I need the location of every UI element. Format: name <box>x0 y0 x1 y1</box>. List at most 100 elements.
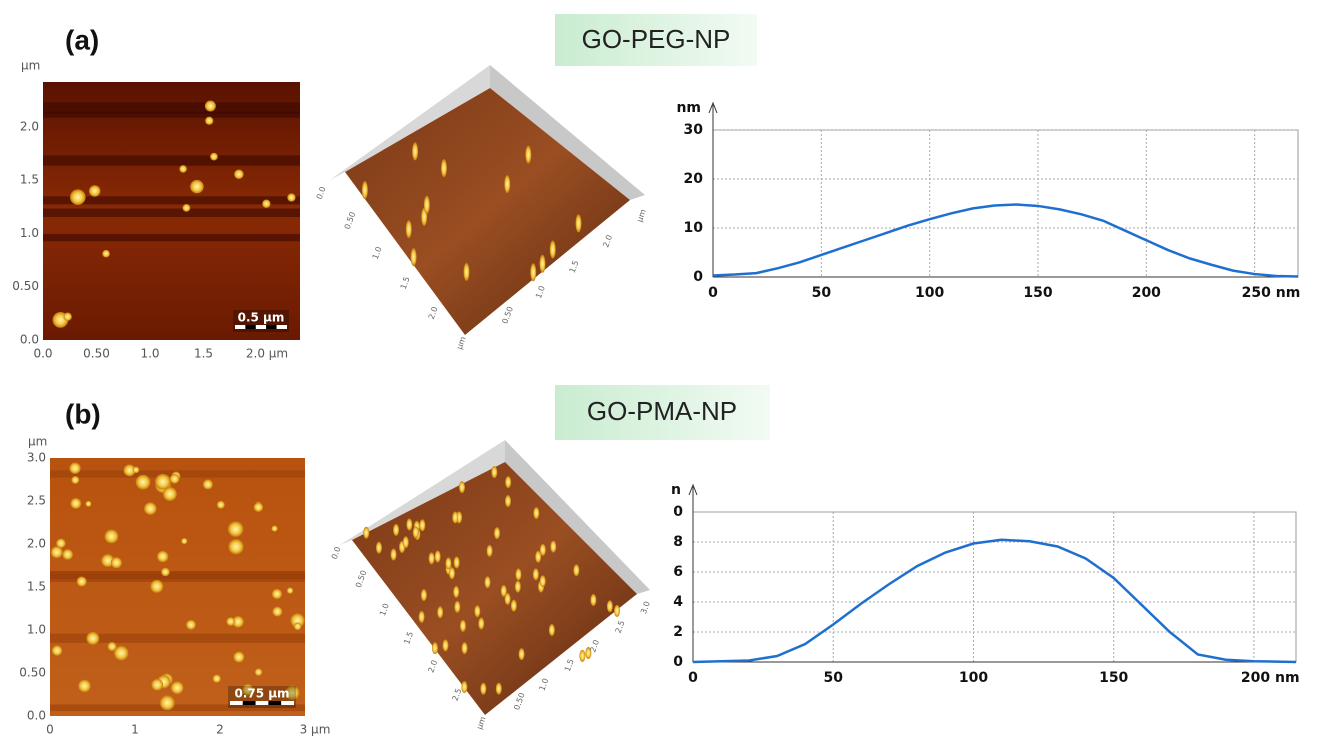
scale-bar-seg <box>256 701 269 705</box>
surface-peak <box>525 146 531 164</box>
surface-peak <box>590 594 596 606</box>
y-tick-label: 3.0 <box>27 451 46 465</box>
surface-peak <box>406 220 412 238</box>
y-tick-label: 1.0 <box>20 226 39 240</box>
x-tick-label: 200 <box>1132 285 1161 301</box>
scale-bar-seg <box>256 325 266 329</box>
figure: (a) (b) GO-PEG-NP GO-PMA-NP µm0.00.501.0… <box>0 0 1320 740</box>
surface-tick: 3.0 <box>639 600 652 615</box>
image-unit: µm <box>21 59 40 73</box>
surface-peak <box>437 606 443 618</box>
afm-particle <box>63 313 71 321</box>
scale-bar-label: 0.5 µm <box>238 311 285 325</box>
y-tick-label: 0 <box>673 654 683 670</box>
surface-peak <box>460 620 466 632</box>
surface-tick: 1.0 <box>534 285 547 300</box>
y-tick-label: 2.5 <box>27 494 46 508</box>
afm-particle <box>205 117 213 125</box>
surface-tick: 2.0 <box>601 234 614 249</box>
x-tick-label: 50 <box>823 670 843 686</box>
afm-particle <box>86 632 99 645</box>
afm-particle <box>210 153 218 161</box>
afm-particle <box>52 645 63 656</box>
scale-bar-seg <box>235 325 245 329</box>
y-tick-label: 0.0 <box>20 333 39 347</box>
x-tick-label: 150 <box>1099 670 1128 686</box>
afm-particle <box>213 675 221 683</box>
panel-label: (b) <box>65 398 101 429</box>
afm-particle <box>205 100 216 111</box>
scale-bar-seg <box>230 701 243 705</box>
surface-peak <box>614 605 620 617</box>
scale-bar-seg <box>243 701 256 705</box>
surface-peak <box>419 611 425 623</box>
surface-peak <box>393 524 399 536</box>
plot-frame <box>713 130 1298 277</box>
x-tick-label: 200 nm <box>1241 670 1300 686</box>
afm-particle <box>254 503 263 512</box>
afm-particle <box>271 525 277 531</box>
surface-peak <box>535 551 541 563</box>
surface-tick: 1.5 <box>402 630 415 645</box>
surface-peak <box>406 519 412 531</box>
image-unit: µm <box>28 435 47 449</box>
afm-particle <box>160 695 175 710</box>
afm-particle <box>78 680 91 693</box>
afm-particle <box>170 474 180 484</box>
surface-peak <box>462 642 468 654</box>
afm-particle <box>186 620 196 630</box>
surface-peak <box>441 159 447 177</box>
x-tick-label: 1 <box>131 723 139 737</box>
surface-peak <box>480 683 486 695</box>
afm-stripe <box>50 571 305 582</box>
data-line <box>693 540 1296 662</box>
surface-peak <box>454 601 460 613</box>
scale-bar-seg <box>277 325 287 329</box>
surface-peak <box>533 568 539 580</box>
y-tick-label: 2.0 <box>27 537 46 551</box>
y-tick-label: 4 <box>673 594 683 610</box>
afm-particle <box>104 529 118 543</box>
afm-particle <box>287 193 295 201</box>
afm-stripe <box>43 102 300 113</box>
afm-particle <box>144 502 157 515</box>
surface-tick: µm <box>635 208 648 223</box>
surface-peak <box>533 507 539 519</box>
surface-peak <box>442 639 448 651</box>
afm-particle <box>89 185 101 197</box>
surface-peak <box>435 551 441 563</box>
sample-name: GO-PEG-NP <box>582 24 731 54</box>
scale-bar-label: 0.75 µm <box>234 687 289 701</box>
surface-tick: µm <box>475 715 488 730</box>
surface-tick: 2.0 <box>427 305 440 320</box>
x-tick-label: 0 <box>46 723 54 737</box>
afm-particle <box>157 551 168 562</box>
afm-particle <box>133 467 140 474</box>
x-tick-label: 250 nm <box>1242 285 1301 301</box>
surface-peak <box>391 549 397 561</box>
surface-tick: 2.0 <box>426 659 439 674</box>
afm-particle <box>70 189 86 205</box>
x-tick-label: 0.50 <box>83 347 110 361</box>
surface-peak <box>474 605 480 617</box>
surface-tick: 2.5 <box>614 619 627 634</box>
afm-particle <box>77 576 87 586</box>
y-tick-label: 0 <box>673 504 683 520</box>
afm-particle <box>150 580 163 593</box>
afm-particle <box>287 587 293 593</box>
surface-peak <box>429 552 435 564</box>
surface-peak <box>411 248 417 266</box>
x-tick-label: 0 <box>688 670 698 686</box>
x-tick-label: 0 <box>708 285 718 301</box>
surface-tick: 1.5 <box>399 275 412 290</box>
afm-surface <box>352 462 637 715</box>
surface-tick: 1.5 <box>563 658 576 673</box>
x-tick-label: 150 <box>1023 285 1052 301</box>
y-axis-label: n <box>671 482 681 498</box>
surface-peak <box>519 648 525 660</box>
surface-peak <box>412 142 418 160</box>
surface-peak <box>362 181 368 199</box>
afm-particle <box>85 501 91 507</box>
y-tick-label: 1.0 <box>27 623 46 637</box>
surface-tick: 0.50 <box>500 305 515 325</box>
